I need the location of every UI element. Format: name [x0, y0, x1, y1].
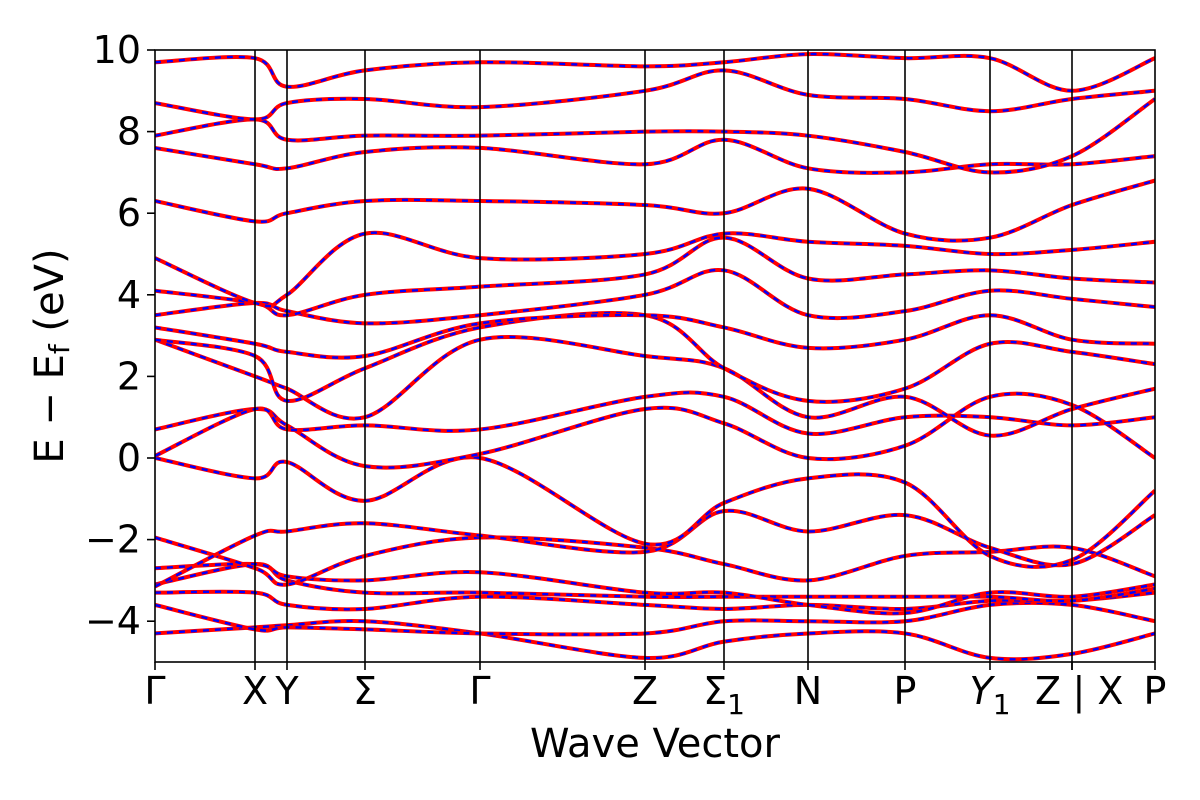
y-axis: −4 −2 0 2 4 6 8 10: [85, 28, 155, 643]
band-3-red: [155, 562, 1155, 604]
bands-layer: [155, 52, 1155, 662]
x-tick-label: | X: [1073, 669, 1124, 714]
x-tick-label: P: [894, 669, 917, 713]
band-16-red: [155, 178, 1155, 243]
band-12-blue-dashed: [155, 313, 1155, 359]
band-20-blue-dashed: [155, 52, 1155, 93]
x-tick-label: Σ1: [703, 669, 745, 721]
y-tick-label: 0: [117, 436, 141, 480]
band-9-red: [155, 390, 1155, 458]
kpoint-lines: [254, 50, 1073, 662]
x-tick-label: X: [242, 669, 268, 713]
band-17-red: [155, 137, 1155, 175]
band-7-blue-dashed: [155, 456, 1155, 569]
band-6-red: [155, 508, 1155, 589]
y-tick-label: 2: [117, 354, 141, 398]
x-tick-label: Γ: [469, 669, 490, 713]
x-tick-label: Z: [632, 669, 658, 713]
x-tick-label: Γ: [144, 669, 165, 713]
x-tick-label: Y1: [969, 669, 1010, 721]
x-tick-label: Y: [274, 669, 299, 713]
band-10-red: [155, 335, 1155, 438]
x-tick-label: Z: [1035, 669, 1061, 713]
x-tick-label: Σ: [353, 669, 377, 713]
y-axis-label: E − Ef (eV): [27, 248, 76, 463]
band-19-red: [155, 68, 1155, 122]
band-19-blue-dashed: [155, 69, 1155, 121]
y-tick-label: 6: [117, 191, 141, 235]
band-5-blue-dashed: [155, 536, 1155, 586]
x-tick-label: P: [1144, 669, 1167, 713]
y-tick-label: 4: [117, 273, 141, 317]
band-18-blue-dashed: [155, 97, 1155, 174]
x-axis: Γ X Y Σ Γ Z Σ1 N P Y1 Z | X P: [144, 662, 1166, 721]
y-tick-label: −2: [85, 518, 141, 562]
x-tick-label: N: [794, 669, 822, 713]
y-tick-label: 10: [93, 28, 141, 72]
band-9-blue-dashed: [155, 391, 1155, 458]
band-17-blue-dashed: [155, 138, 1155, 175]
band-20-red: [155, 52, 1155, 93]
band-10-blue-dashed: [155, 335, 1155, 437]
plot-frame: [154, 49, 1156, 663]
y-tick-label: 8: [117, 110, 141, 154]
x-axis-label: Wave Vector: [530, 721, 781, 767]
y-tick-label: −4: [85, 599, 141, 643]
band-12-red: [155, 313, 1155, 360]
